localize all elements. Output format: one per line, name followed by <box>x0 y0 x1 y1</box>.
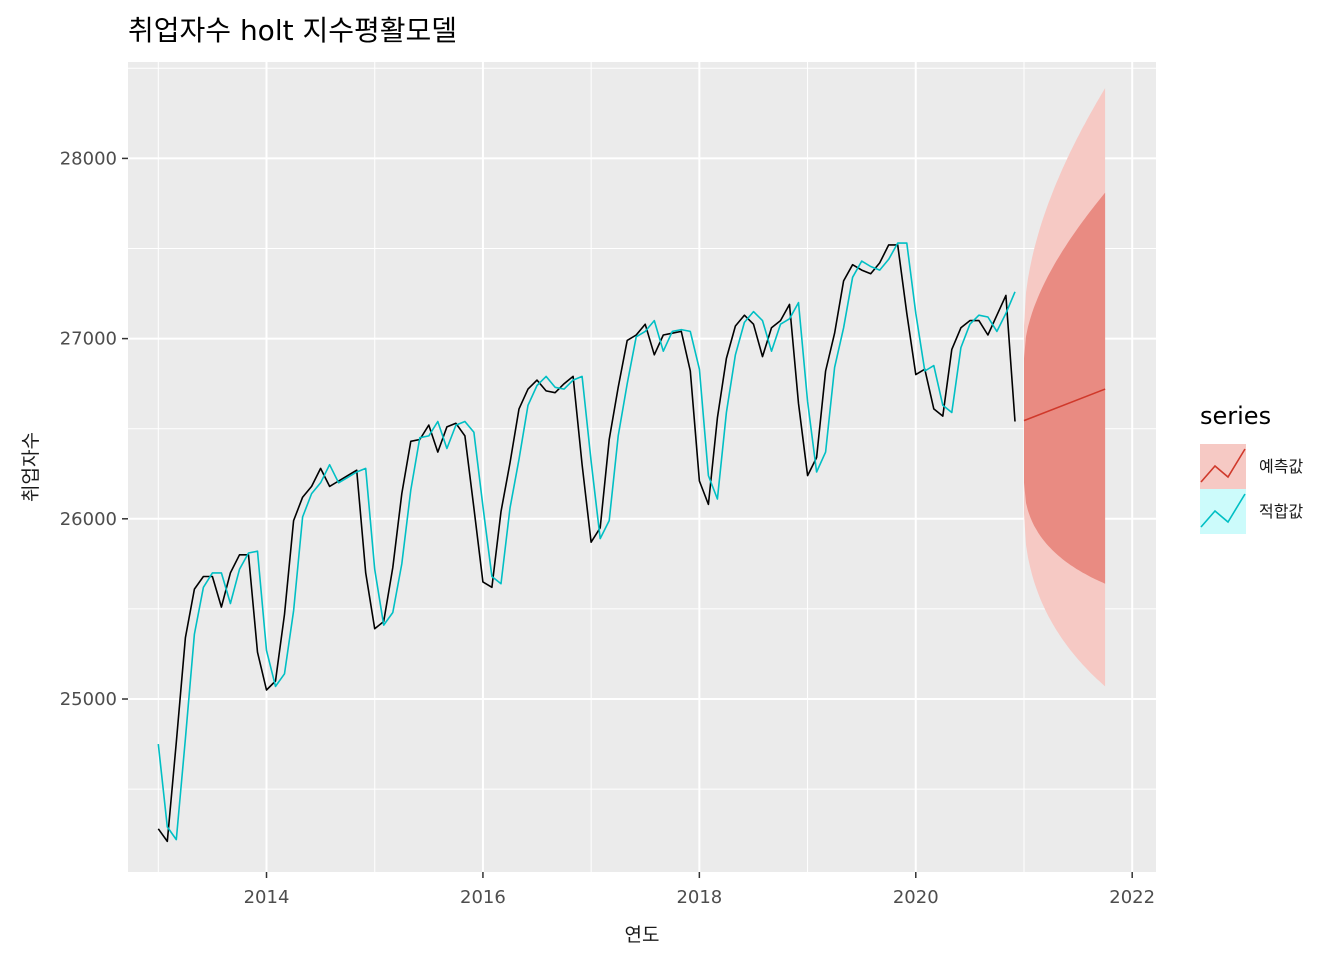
legend-key-fill <box>1200 444 1246 489</box>
forecast-mean-line <box>1023 388 1106 422</box>
x-tick-label: 2020 <box>893 887 939 908</box>
grid-major <box>128 62 1156 872</box>
legend-label: 예측값 <box>1259 457 1303 476</box>
x-axis-title: 연도 <box>625 924 660 946</box>
legend-title: series <box>1200 402 1271 430</box>
legend-entry: 예측값 <box>1200 444 1303 489</box>
y-axis: 25000 26000 27000 28000 <box>60 148 128 710</box>
x-tick-label: 2022 <box>1109 887 1155 908</box>
legend-key-line <box>1200 448 1246 483</box>
forecast-band-80 <box>1024 192 1106 584</box>
x-axis: 2014 2016 2018 2020 2022 <box>244 872 1155 908</box>
legend-label: 적합값 <box>1259 502 1303 521</box>
legend-key-fill <box>1200 489 1246 534</box>
y-tick-label: 28000 <box>60 148 117 169</box>
x-tick-label: 2018 <box>676 887 722 908</box>
y-axis-title: 취업자수 <box>20 432 42 502</box>
y-tick-label: 27000 <box>60 329 117 350</box>
chart-title: 취업자수 holt 지수평활모델 <box>128 14 457 47</box>
legend-entry: 적합값 <box>1200 489 1303 534</box>
forecast-intervals <box>1024 88 1106 687</box>
y-tick-label: 26000 <box>60 509 117 530</box>
grid-minor <box>128 62 1156 872</box>
legend-key-line <box>1200 493 1246 528</box>
fitted-series-line <box>157 242 1016 841</box>
actual-series-line <box>157 244 1016 843</box>
plot-panel <box>128 62 1156 872</box>
x-tick-label: 2014 <box>244 887 290 908</box>
x-tick-label: 2016 <box>460 887 506 908</box>
series-lines <box>157 242 1106 843</box>
y-tick-label: 25000 <box>60 689 117 710</box>
